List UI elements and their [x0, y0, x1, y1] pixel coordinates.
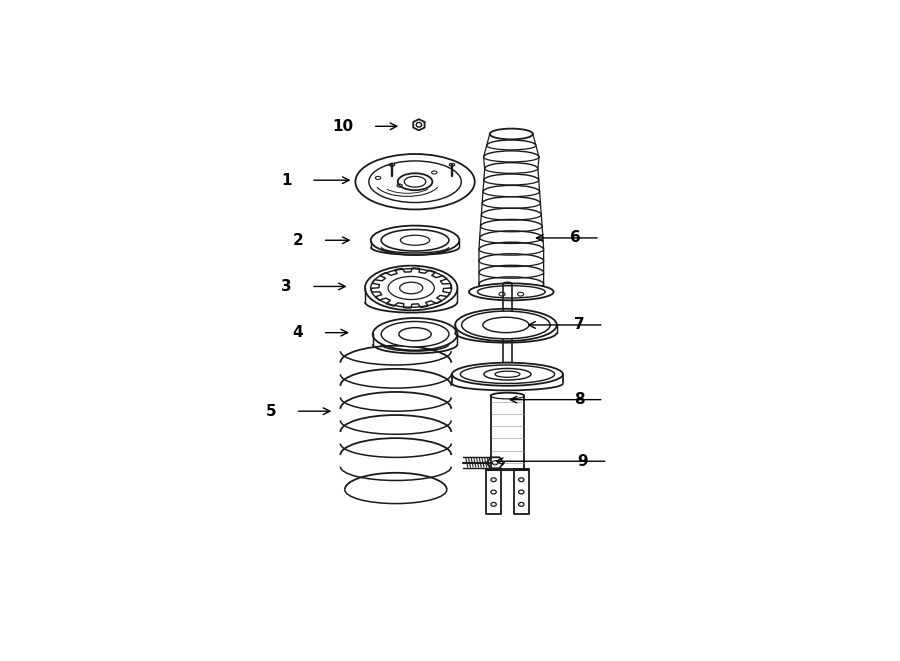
Text: 10: 10: [332, 119, 354, 134]
Ellipse shape: [371, 225, 459, 255]
Text: 4: 4: [292, 325, 303, 340]
Text: 8: 8: [574, 392, 584, 407]
Ellipse shape: [462, 311, 550, 339]
Ellipse shape: [497, 363, 518, 370]
Text: 3: 3: [281, 279, 292, 294]
Ellipse shape: [382, 229, 449, 251]
Text: 7: 7: [574, 317, 584, 332]
Text: 1: 1: [282, 173, 292, 188]
Ellipse shape: [388, 276, 435, 299]
Ellipse shape: [373, 318, 457, 350]
Ellipse shape: [371, 269, 452, 307]
Ellipse shape: [356, 154, 474, 210]
Text: 6: 6: [570, 231, 580, 245]
Ellipse shape: [382, 321, 449, 347]
Ellipse shape: [455, 309, 557, 341]
Ellipse shape: [452, 363, 562, 386]
Ellipse shape: [460, 365, 554, 383]
Text: 5: 5: [266, 404, 276, 418]
Ellipse shape: [365, 266, 457, 310]
Ellipse shape: [469, 284, 554, 300]
Text: 2: 2: [292, 233, 303, 248]
Text: 9: 9: [578, 453, 589, 469]
